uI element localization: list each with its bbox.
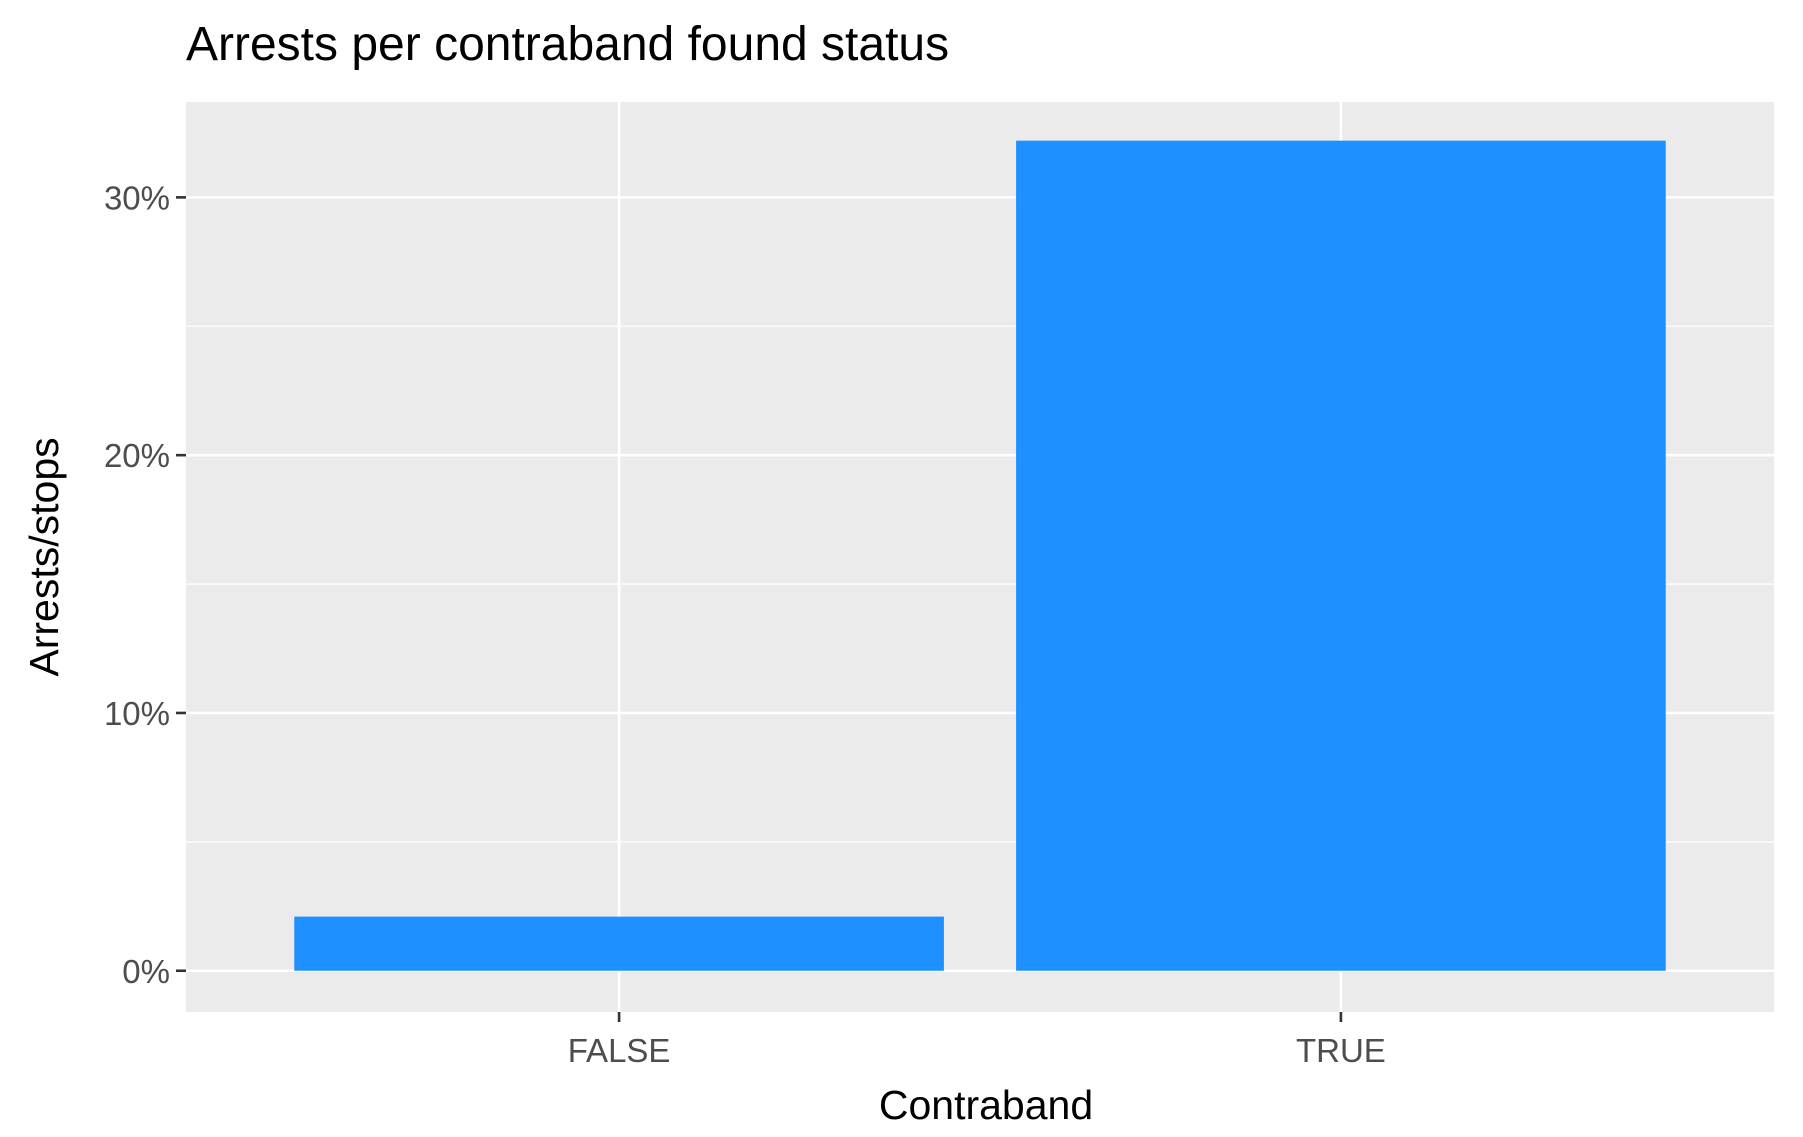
y-axis-title: Arrests/stops	[21, 437, 67, 676]
x-axis-title: Contraband	[879, 1082, 1093, 1128]
bars	[294, 140, 1666, 971]
bar-false	[294, 916, 944, 971]
chart-title: Arrests per contraband found status	[186, 18, 949, 71]
y-tick-label: 20%	[104, 437, 170, 474]
x-tick-label: TRUE	[1296, 1032, 1386, 1069]
y-tick-label: 10%	[104, 695, 170, 732]
x-axis: FALSE TRUE	[568, 1012, 1386, 1069]
y-axis: 0% 10% 20% 30%	[104, 179, 186, 990]
x-tick-label: FALSE	[568, 1032, 671, 1069]
bar-true	[1016, 140, 1666, 971]
y-tick-label: 0%	[122, 953, 170, 990]
y-tick-label: 30%	[104, 179, 170, 216]
